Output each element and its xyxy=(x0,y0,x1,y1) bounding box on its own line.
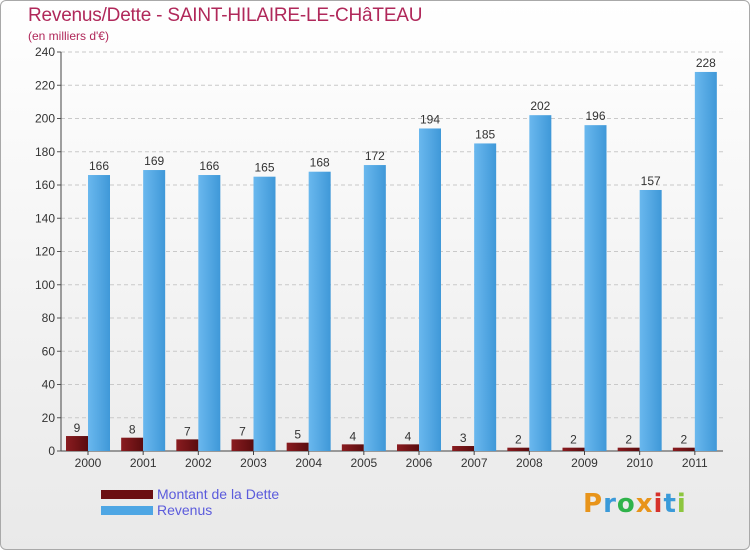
bar-revenus-2004 xyxy=(308,171,331,451)
label-dette-2004: 5 xyxy=(294,428,301,442)
y-tick-label: 240 xyxy=(35,45,55,59)
x-tick-label-2002: 2002 xyxy=(185,456,212,470)
bar-revenus-2007 xyxy=(474,143,497,451)
logo-letter: r xyxy=(603,489,617,519)
label-revenus-2000: 166 xyxy=(89,159,109,173)
bar-layer xyxy=(66,71,717,452)
bar-revenus-2001 xyxy=(143,170,166,451)
label-revenus-2007: 185 xyxy=(475,127,495,141)
label-revenus-2006: 194 xyxy=(420,112,440,126)
label-revenus-2010: 157 xyxy=(641,174,661,188)
x-tick-label-2009: 2009 xyxy=(571,456,598,470)
legend-swatch-revenus xyxy=(101,506,153,515)
label-dette-2008: 2 xyxy=(515,433,522,447)
bar-revenus-2006 xyxy=(419,128,441,451)
logo-letter: P xyxy=(583,489,604,519)
bar-revenus-2002 xyxy=(198,175,221,451)
bar-revenus-2000 xyxy=(88,175,110,451)
y-tick-label: 220 xyxy=(35,78,55,92)
bar-dette-2011 xyxy=(672,447,695,451)
bar-dette-2004 xyxy=(286,442,309,451)
y-tick-label: 160 xyxy=(35,178,55,192)
bar-revenus-2009 xyxy=(584,125,607,452)
label-dette-2007: 3 xyxy=(460,431,467,445)
x-tick-label-2005: 2005 xyxy=(350,456,377,470)
axis-layer: 0 20 40 60 80 100 120 140 160 180 200 220 240 2000 200… xyxy=(35,45,723,470)
bar-dette-2008 xyxy=(507,447,530,451)
y-tick-label: 40 xyxy=(42,378,56,392)
proxiti-logo: Proxiti xyxy=(583,489,687,519)
y-tick-label: 80 xyxy=(42,311,56,325)
y-tick-label: 120 xyxy=(35,245,55,259)
chart-subtitle: (en milliers d'€) xyxy=(28,29,109,43)
chart-title: Revenus/Dette - SAINT-HILAIRE-LE-CHâTEAU xyxy=(28,5,423,26)
bar-dette-2000 xyxy=(66,436,88,451)
label-dette-2001: 8 xyxy=(129,423,136,437)
x-tick-label-2006: 2006 xyxy=(406,456,433,470)
label-dette-2003: 7 xyxy=(239,424,246,438)
x-tick-label-2003: 2003 xyxy=(240,456,267,470)
y-tick-label: 100 xyxy=(35,278,55,292)
legend-label-revenus: Revenus xyxy=(157,502,213,518)
x-tick-label-2008: 2008 xyxy=(516,456,543,470)
x-tick-label-2001: 2001 xyxy=(130,456,157,470)
label-dette-2010: 2 xyxy=(625,433,632,447)
logo-letter: i xyxy=(676,489,687,519)
y-tick-label: 200 xyxy=(35,112,55,126)
bar-dette-2001 xyxy=(121,437,144,451)
bar-revenus-2003 xyxy=(253,176,276,451)
x-tick-label-2004: 2004 xyxy=(295,456,322,470)
y-tick-label: 0 xyxy=(48,444,55,458)
bar-dette-2010 xyxy=(617,447,640,451)
bar-dette-2005 xyxy=(341,444,364,451)
label-layer: 9 166 8 169 7 166 7 165 5 168 4 172 4 194 3 185 2 202 2 196… xyxy=(74,56,717,447)
x-tick-label-2007: 2007 xyxy=(461,456,488,470)
label-revenus-2005: 172 xyxy=(365,149,385,163)
bar-dette-2002 xyxy=(176,439,199,451)
y-tick-label: 60 xyxy=(42,344,56,358)
x-tick-label-2011: 2011 xyxy=(682,456,708,470)
bar-revenus-2005 xyxy=(363,165,386,452)
label-dette-2006: 4 xyxy=(405,429,412,443)
bar-revenus-2011 xyxy=(694,71,717,451)
bar-dette-2006 xyxy=(397,444,419,451)
bar-revenus-2008 xyxy=(529,115,552,452)
legend-label-dette: Montant de la Dette xyxy=(157,486,280,502)
logo-letter: t xyxy=(663,489,677,519)
y-tick-label: 180 xyxy=(35,145,55,159)
label-revenus-2011: 228 xyxy=(696,56,716,70)
y-tick-label: 140 xyxy=(35,211,55,225)
label-revenus-2003: 165 xyxy=(254,161,274,175)
x-tick-label-2000: 2000 xyxy=(75,456,102,470)
logo-letter: x xyxy=(635,489,654,519)
label-revenus-2002: 166 xyxy=(199,159,219,173)
logo-letter: i xyxy=(653,489,664,519)
logo-letter: o xyxy=(616,489,636,519)
bar-revenus-2010 xyxy=(639,189,662,452)
label-dette-2011: 2 xyxy=(680,433,687,447)
label-revenus-2008: 202 xyxy=(530,99,550,113)
y-tick-label: 20 xyxy=(42,411,56,425)
bar-dette-2007 xyxy=(452,446,475,451)
label-dette-2000: 9 xyxy=(74,421,81,435)
legend-swatch-dette xyxy=(101,490,153,499)
label-revenus-2001: 169 xyxy=(144,154,164,168)
label-revenus-2009: 196 xyxy=(585,109,605,123)
label-dette-2009: 2 xyxy=(570,433,577,447)
label-dette-2005: 4 xyxy=(349,429,356,443)
label-dette-2002: 7 xyxy=(184,424,191,438)
bar-dette-2009 xyxy=(562,447,585,451)
bar-dette-2003 xyxy=(231,439,254,451)
x-tick-label-2010: 2010 xyxy=(626,456,653,470)
label-revenus-2004: 168 xyxy=(310,156,330,170)
